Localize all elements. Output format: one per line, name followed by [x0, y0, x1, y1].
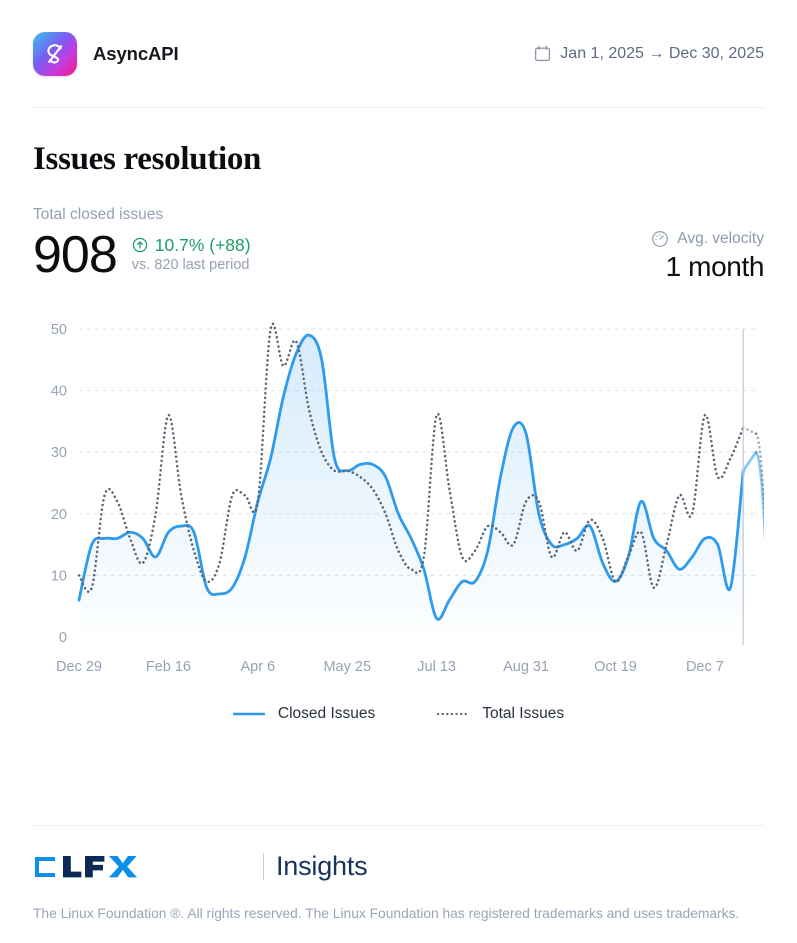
stat-value-row: 908 10.7% (+88) vs. 820 last period — [33, 228, 251, 283]
avg-velocity-value: 1 month — [665, 250, 765, 282]
issues-resolution-chart[interactable]: 0 10 20 30 40 50 Dec 29 Feb 16 Apr 6 May 25 Jul 13… — [33, 315, 764, 695]
stats-summary: Total closed issues 908 10.7% (+88) — [33, 206, 764, 283]
chart-area-fill — [79, 334, 744, 637]
chart-series-projection[interactable] — [741, 425, 758, 435]
date-range-text: Jan 1, 2025 → Dec 30, 2025 — [560, 44, 764, 62]
legend-item-closed-issues[interactable]: Closed Issues — [232, 704, 376, 723]
x-axis-tick-label: Oct 19 — [594, 659, 637, 675]
legend-dotted-line-icon — [437, 705, 470, 723]
chart-series-closed-issues[interactable] — [77, 333, 745, 621]
x-axis-tick-label: Dec 7 — [686, 659, 724, 675]
project-brand: AsyncAPI — [33, 31, 179, 76]
x-axis-tick-label: Dec 29 — [56, 659, 102, 675]
y-axis-tick-label: 10 — [51, 568, 67, 584]
chart-series-projection[interactable] — [741, 450, 758, 472]
page-footer: Insights The Linux Foundation ®. All rig… — [33, 824, 764, 925]
total-closed-issues-stat: Total closed issues 908 10.7% (+88) — [33, 206, 251, 283]
gauge-icon — [651, 230, 669, 248]
legend-solid-line-icon — [232, 705, 266, 723]
date-range-display[interactable]: Jan 1, 2025 → Dec 30, 2025 — [534, 45, 764, 63]
footer-copyright: The Linux Foundation ®. All rights reser… — [33, 905, 740, 921]
stat-caption: Total closed issues — [33, 206, 164, 223]
legend-label: Closed Issues — [277, 704, 376, 722]
lfx-insights-logo: Insights — [33, 851, 764, 883]
avg-velocity-stat: Avg. velocity 1 month — [651, 230, 764, 283]
legend-label: Total Issues — [482, 704, 565, 722]
avg-velocity-label-row: Avg. velocity — [651, 230, 764, 248]
lfx-logo-divider — [263, 853, 264, 881]
chart-legend: Closed Issues Total Issues — [33, 705, 764, 723]
page-title: Issues resolution — [33, 141, 262, 177]
x-axis-tick-label: Aug 31 — [503, 659, 549, 675]
asyncapi-logo-icon — [33, 31, 77, 76]
calendar-icon — [534, 45, 551, 62]
y-axis-tick-label: 30 — [51, 445, 67, 461]
lfx-insights-label: Insights — [276, 851, 368, 882]
x-axis-tick-label: May 25 — [323, 659, 371, 675]
project-name: AsyncAPI — [93, 42, 179, 64]
chart-series-dropoff[interactable] — [754, 450, 764, 635]
legend-item-total-issues[interactable]: Total Issues — [437, 705, 564, 723]
y-axis-tick-label: 20 — [51, 506, 67, 522]
chart-series-total-issues[interactable] — [77, 322, 745, 593]
x-axis-tick-label: Feb 16 — [146, 659, 191, 675]
y-axis-tick-label: 40 — [51, 383, 67, 399]
y-axis-tick-label: 0 — [59, 630, 67, 646]
arrow-up-circle-icon — [132, 237, 148, 253]
x-axis-tick-label: Jul 13 — [417, 659, 456, 675]
page-header: AsyncAPI Jan 1, 2025 → Dec 30, 2025 — [33, 0, 764, 108]
avg-velocity-label: Avg. velocity — [677, 229, 764, 247]
x-axis-tick-label: Apr 6 — [240, 659, 275, 675]
stat-delta-comparison: vs. 820 last period — [131, 256, 250, 273]
chart-canvas[interactable]: 0 10 20 30 40 50 Dec 29 Feb 16 Apr 6 May 25 Jul 13… — [33, 315, 764, 695]
lfx-wordmark-icon — [35, 855, 138, 878]
stat-delta: 10.7% (+88) — [132, 235, 251, 256]
y-axis-tick-label: 50 — [51, 322, 67, 338]
stat-delta-block: 10.7% (+88) vs. 820 last period — [132, 235, 251, 276]
chart-series-dropoff[interactable] — [754, 432, 764, 634]
stat-delta-text: 10.7% (+88) — [154, 234, 251, 255]
stat-value: 908 — [33, 226, 118, 284]
